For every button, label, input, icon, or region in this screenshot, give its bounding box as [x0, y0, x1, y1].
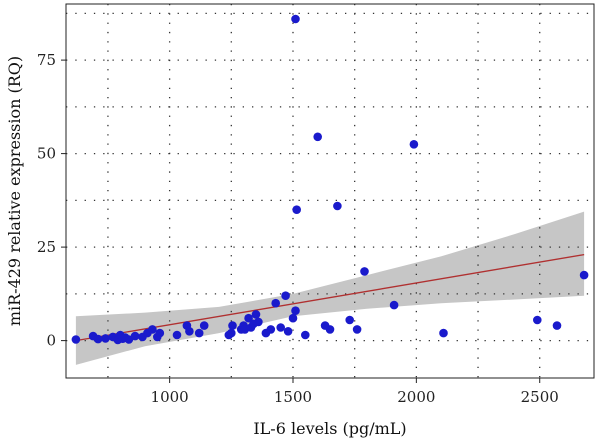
data-point: [93, 334, 103, 344]
data-point: [360, 267, 369, 276]
y-tick-label: 25: [37, 238, 56, 256]
data-point: [345, 315, 355, 325]
y-tick-label: 75: [37, 51, 56, 69]
data-point: [101, 334, 110, 343]
data-point: [254, 317, 263, 327]
x-tick-label: 2500: [521, 388, 559, 406]
data-point: [292, 205, 302, 214]
data-point: [276, 323, 286, 332]
data-point: [409, 140, 419, 149]
data-point: [579, 270, 589, 280]
x-axis-ticks: 1000 1500 2000 2500: [151, 378, 559, 406]
y-axis-label: miR-429 relative expression (RQ): [5, 56, 24, 326]
data-point: [313, 132, 323, 142]
data-point: [71, 335, 81, 344]
data-point: [439, 328, 448, 338]
data-point: [244, 313, 253, 323]
data-point: [389, 300, 399, 310]
data-point: [283, 327, 293, 336]
data-point: [291, 306, 300, 316]
data-point: [130, 331, 140, 341]
fit-line-layer: [75, 253, 585, 342]
data-point: [552, 321, 562, 330]
x-tick-label: 1500: [274, 388, 312, 406]
data-point: [199, 321, 209, 330]
data-point: [266, 325, 276, 334]
points-layer: [71, 14, 589, 345]
data-point: [227, 328, 236, 338]
data-point: [352, 325, 362, 334]
x-axis-label: IL-6 levels (pg/mL): [253, 419, 406, 438]
regression-line: [75, 253, 585, 342]
data-point: [251, 310, 261, 319]
data-point: [172, 330, 182, 340]
data-point: [271, 298, 281, 308]
x-tick-label: 1000: [151, 388, 189, 406]
data-point: [333, 201, 342, 211]
x-tick-label: 2000: [397, 388, 435, 406]
y-axis-ticks: 0 25 50 75: [37, 51, 66, 350]
data-point: [155, 328, 165, 338]
data-point: [148, 325, 157, 334]
data-point: [185, 327, 194, 336]
data-point: [301, 330, 310, 340]
data-point: [533, 315, 542, 325]
y-tick-label: 50: [37, 145, 56, 163]
data-point: [325, 325, 335, 334]
data-point: [194, 328, 204, 338]
data-point: [281, 291, 290, 301]
grid-layer: [66, 4, 594, 378]
data-point: [228, 321, 237, 330]
y-tick-label: 0: [46, 332, 56, 350]
data-point: [291, 14, 300, 24]
data-point: [288, 313, 298, 323]
plot-frame: [65, 3, 595, 379]
